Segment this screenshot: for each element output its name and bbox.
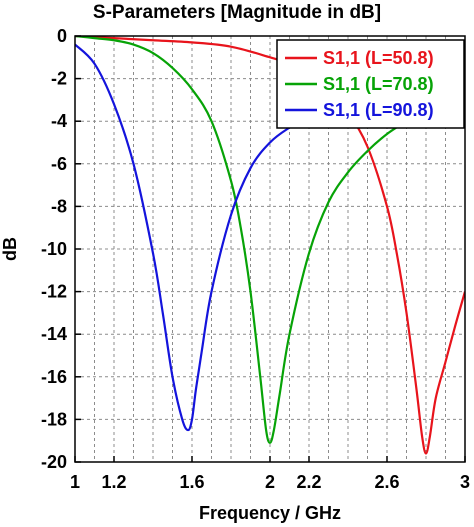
legend-label: S1,1 (L=90.8) (323, 100, 434, 120)
x-axis-label: Frequency / GHz (199, 503, 341, 523)
y-tick-label: -8 (51, 196, 67, 216)
y-tick-label: -16 (41, 367, 67, 387)
x-tick-label: 1.6 (179, 472, 204, 492)
y-tick-label: -10 (41, 239, 67, 259)
series-line-3 (75, 43, 329, 432)
x-tick-label: 3 (460, 472, 470, 492)
y-tick-label: -12 (41, 282, 67, 302)
legend: S1,1 (L=50.8) S1,1 (L=70.8) S1,1 (L=90.8) (276, 39, 465, 129)
series-line-2 (75, 36, 408, 444)
y-tick-label: -18 (41, 409, 67, 429)
chart-title: S-Parameters [Magnitude in dB] (93, 2, 381, 23)
x-tick-label: 2.6 (374, 472, 399, 492)
x-tick-label: 1 (70, 472, 80, 492)
y-tick-label: -14 (41, 324, 67, 344)
axis-ticks: 1 1.2 1.6 2 2.2 2.6 3 0 -2 -4 -6 -8 -10 -12 -14 -16 -18 -… (41, 26, 470, 492)
series-layer (75, 36, 465, 455)
legend-label: S1,1 (L=50.8) (323, 48, 434, 68)
y-tick-label: -4 (51, 111, 67, 131)
legend-label: S1,1 (L=70.8) (323, 74, 434, 94)
y-tick-label: -20 (41, 452, 67, 472)
x-tick-label: 2 (265, 472, 275, 492)
series-line-1 (75, 36, 465, 455)
x-tick-label: 2.2 (296, 472, 321, 492)
x-tick-label: 1.2 (101, 472, 126, 492)
y-tick-label: 0 (57, 26, 67, 46)
y-axis-label: dB (0, 237, 20, 261)
y-tick-label: -2 (51, 69, 67, 89)
y-tick-label: -6 (51, 154, 67, 174)
